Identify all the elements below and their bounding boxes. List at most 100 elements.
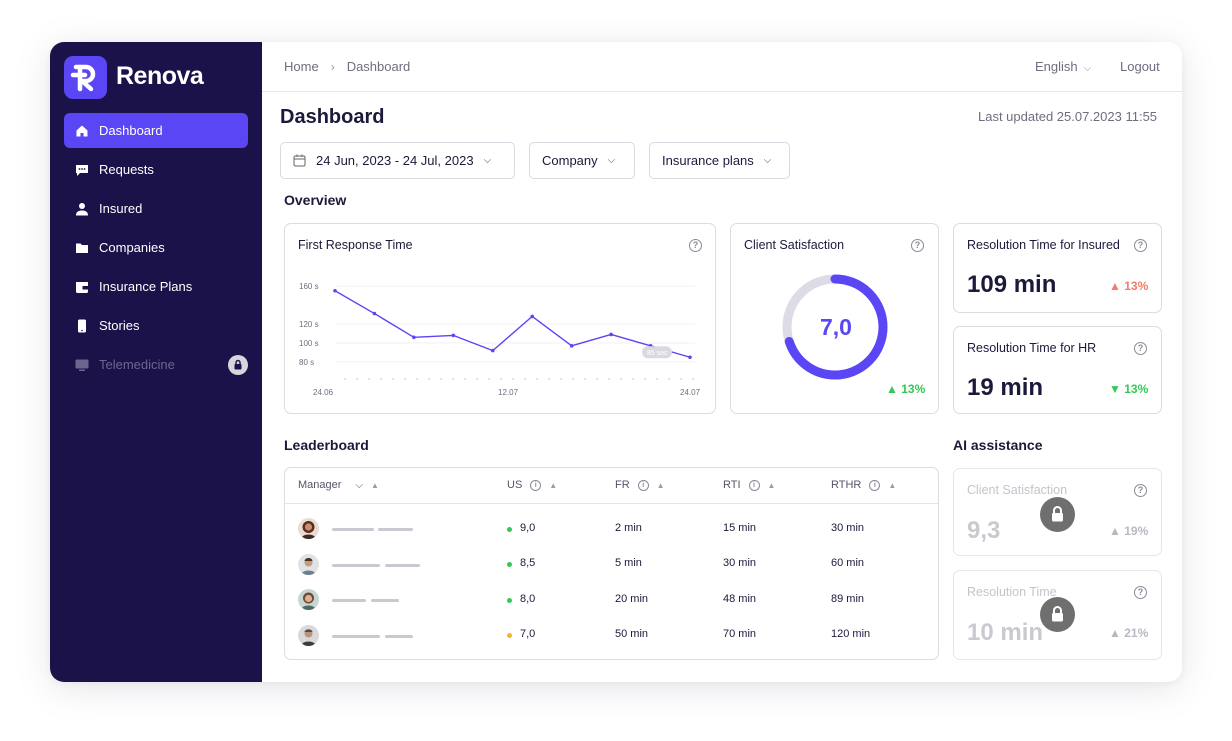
insurance-plans-filter-label: Insurance plans [662,153,754,168]
calendar-icon [293,154,306,167]
resolution-insured-card: Resolution Time for Insured ? 109 min ▲ … [953,223,1162,313]
chevron-down-icon: ⌵ [607,155,616,166]
sidebar-item-label: Companies [99,240,165,255]
cell-rthr: 60 min [831,557,865,569]
arrow-down-icon: ▼ [1109,382,1121,396]
date-range-label: 24 Jun, 2023 - 24 Jul, 2023 [316,153,474,168]
table-header-divider [285,503,938,504]
satisfaction-delta: ▲ 13% [886,382,926,396]
chevron-down-icon: ⌵ [355,479,364,491]
column-header-manager[interactable]: Manager ⌵ ▲︎ [298,479,379,491]
top-bar: Home › Dashboard English ⌵ Logout [262,42,1182,92]
lock-icon [1040,597,1075,632]
ai-resolution-value: 10 min [967,619,1044,646]
help-icon[interactable]: ? [1134,239,1147,252]
help-icon[interactable]: ? [1134,586,1147,599]
language-label: English [1035,59,1078,74]
data-point [490,348,495,353]
language-selector[interactable]: English ⌵ [1035,59,1091,74]
cell-rthr: 30 min [831,522,865,534]
ai-resolution-delta: ▲ 21% [1109,626,1149,640]
card-title: First Response Time [298,238,413,252]
column-header-rthr[interactable]: RTHR i ▲ [831,479,897,491]
value-badge-label: 85 sec [647,350,668,357]
user-icon [76,202,88,215]
resolution-hr-delta: ▼ 13% [1109,382,1149,396]
info-icon: i [530,479,542,491]
help-icon[interactable]: ? [689,239,702,252]
column-header-rti[interactable]: RTI i ▲ [723,479,776,491]
x-tick-label: 24.07 [680,388,701,397]
sidebar-item-label: Requests [99,162,154,177]
help-icon[interactable]: ? [911,239,924,252]
series-line [334,290,691,358]
name-placeholder [371,599,399,602]
status-dot [507,598,512,603]
data-point [451,333,456,338]
name-placeholder [332,599,366,602]
page-title: Dashboard [280,106,385,128]
home-icon [76,125,88,136]
arrow-up-icon: ▲ [1109,279,1121,293]
ai-client-satisfaction-card: Client Satisfaction ? 9,3 ▲ 19% [953,468,1162,556]
sidebar-item-label: Insured [99,201,143,216]
last-updated: Last updated 25.07.2023 11:55 [978,109,1158,124]
sidebar: Renova Dashboard Requests Insured Compan… [50,42,262,682]
y-tick-label: 80 s [299,358,314,367]
help-icon[interactable]: ? [1134,342,1147,355]
avatar [298,589,319,610]
cell-rti: 48 min [723,593,757,605]
chevron-down-icon: ⌵ [1083,63,1092,74]
breadcrumb-home[interactable]: Home [284,59,319,74]
chevron-right-icon: › [330,59,335,74]
logout-link[interactable]: Logout [1120,59,1160,74]
sidebar-item-requests[interactable]: Requests [64,152,248,187]
name-placeholder [385,635,413,638]
company-filter[interactable]: Company ⌵ [529,142,635,179]
cell-rthr: 120 min [831,628,871,640]
name-placeholder [332,635,380,638]
arrow-up-icon: ▲ [886,382,898,396]
sidebar-item-companies[interactable]: Companies [64,230,248,265]
cell-rti: 70 min [723,628,757,640]
cell-us: 8,0 [520,593,536,605]
data-point [333,288,337,293]
cell-fr: 20 min [615,593,649,605]
insurance-plans-filter[interactable]: Insurance plans ⌵ [649,142,790,179]
lock-icon [1040,497,1075,532]
column-header-us[interactable]: US i ▲ [507,479,558,491]
name-placeholder [378,528,413,531]
name-placeholder [332,528,374,531]
column-header-fr[interactable]: FR i ▲ [615,479,665,491]
sidebar-item-insurance-plans[interactable]: Insurance Plans [64,269,248,304]
sidebar-item-stories[interactable]: Stories [64,308,248,343]
monitor-icon [75,359,89,371]
first-response-chart: 160 s 120 s 100 s 80 s 24.06 12.07 24.07 85 sec [299,282,701,397]
name-placeholder [332,564,380,567]
ai-assistance-title: AI assistance [953,437,1043,453]
company-filter-label: Company [542,153,598,168]
avatar [298,625,319,646]
y-tick-label: 100 s [299,339,319,348]
x-tick-label: 24.06 [313,388,334,397]
date-range-filter[interactable]: 24 Jun, 2023 - 24 Jul, 2023 ⌵ [280,142,515,179]
sidebar-item-insured[interactable]: Insured [64,191,248,226]
sidebar-item-label: Stories [99,318,140,333]
cell-fr: 2 min [615,522,642,534]
lock-icon [228,355,248,375]
help-icon[interactable]: ? [1134,484,1147,497]
card-title: Resolution Time for Insured [967,238,1120,252]
info-icon: i [869,479,881,491]
leaderboard-table: Manager ⌵ ▲︎ US i ▲ FR i ▲ RTI i ▲ RTHR i ▲ 9,0 … [284,467,939,660]
resolution-insured-delta: ▲ 13% [1109,279,1149,293]
cell-rthr: 89 min [831,593,865,605]
cell-fr: 50 min [615,628,649,640]
sidebar-item-dashboard[interactable]: Dashboard [64,113,248,148]
folder-icon [76,243,88,253]
card-title: Resolution Time [967,585,1057,599]
cell-fr: 5 min [615,557,642,569]
arrow-up-icon: ▲ [1109,524,1121,538]
card-title: Resolution Time for HR [967,341,1097,355]
renova-logo-icon[interactable] [64,56,107,99]
overview-title: Overview [284,192,347,208]
